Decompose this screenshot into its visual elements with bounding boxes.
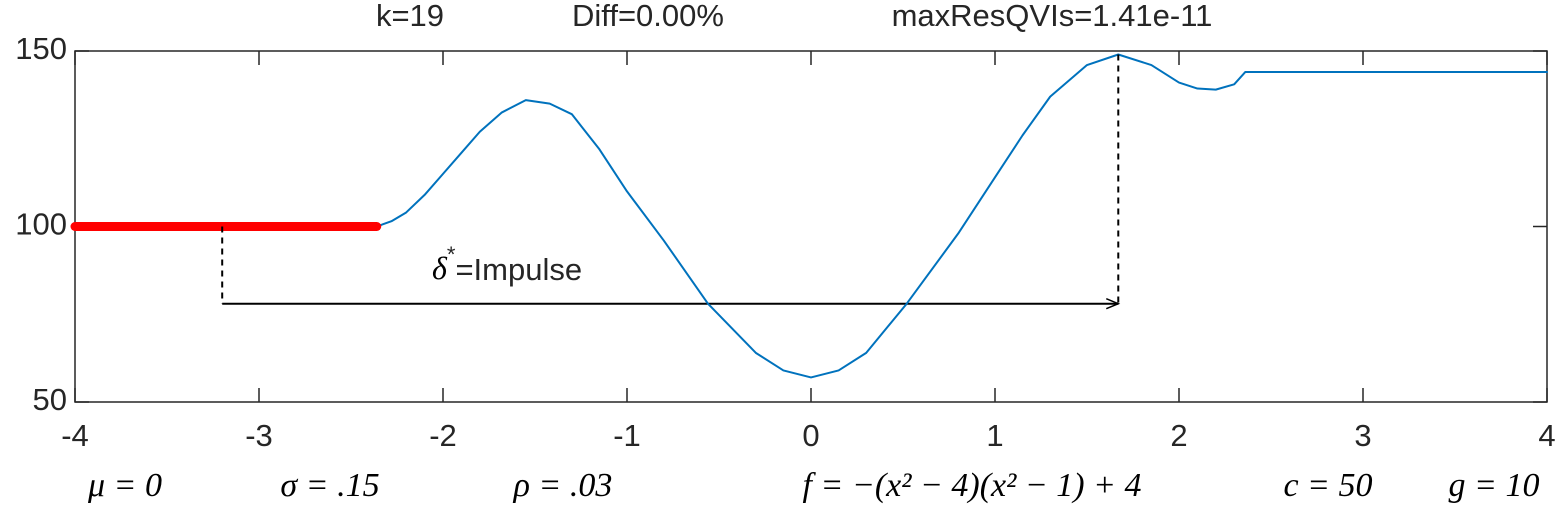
y-tick-label: 50 <box>33 382 67 417</box>
x-tick-label: 0 <box>802 418 819 453</box>
parameter: μ = 0 <box>87 467 162 504</box>
x-tick-label: 2 <box>1170 418 1187 453</box>
y-tick-label: 150 <box>15 31 67 66</box>
parameter: c = 50 <box>1283 467 1372 504</box>
arrow-head <box>1105 298 1121 310</box>
y-tick-label: 100 <box>15 207 67 242</box>
series-line <box>74 53 1548 379</box>
parameter: g = 10 <box>1449 467 1540 504</box>
parameter: ρ = .03 <box>513 467 613 504</box>
x-tick-label: -1 <box>613 418 641 453</box>
x-tick-label: 1 <box>986 418 1003 453</box>
x-tick-label: -2 <box>429 418 457 453</box>
x-tick-label: -4 <box>61 418 89 453</box>
x-tick-label: -3 <box>245 418 273 453</box>
annotation: δ*=Impulse <box>432 242 582 287</box>
annotation-symbol: δ <box>432 250 448 286</box>
x-tick-label: 4 <box>1538 418 1555 453</box>
title-part: Diff=0.00% <box>572 0 724 33</box>
annotation-text: =Impulse <box>455 252 582 287</box>
parameter: σ = .15 <box>280 467 379 504</box>
title-part: maxResQVIs=1.41e-11 <box>892 0 1213 33</box>
title-part: k=19 <box>376 0 444 33</box>
parameter: f = −(x² − 4)(x² − 1) + 4 <box>802 467 1141 504</box>
x-tick-label: 3 <box>1354 418 1371 453</box>
annotation-superscript: * <box>447 242 456 267</box>
